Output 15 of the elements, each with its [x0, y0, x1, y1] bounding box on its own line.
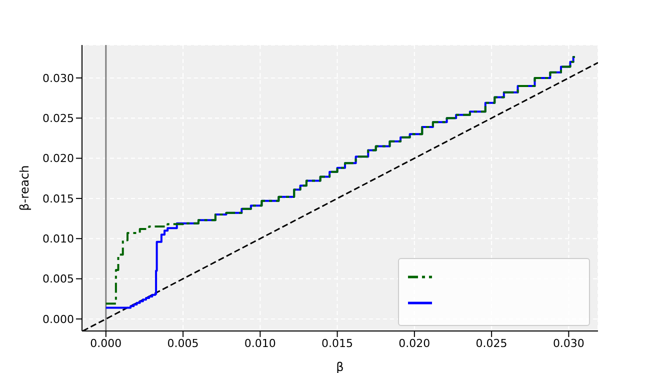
y-tick-label: 0.010 — [42, 232, 74, 246]
x-tick-label: 0.025 — [476, 336, 508, 350]
y-axis-title: β-reach — [17, 165, 32, 211]
y-tick-label: 0.015 — [42, 192, 74, 206]
x-tick-label: 0.030 — [552, 336, 584, 350]
y-tick-label: 0.000 — [42, 312, 74, 326]
x-tick-label: 0.020 — [398, 336, 430, 350]
y-tick-label: 0.025 — [42, 112, 74, 126]
x-tick-label: 0.010 — [244, 336, 276, 350]
y-tick-label: 0.030 — [42, 72, 74, 85]
x-tick-label: 0.000 — [90, 336, 122, 350]
y-tick-label: 0.005 — [42, 272, 74, 286]
x-tick-label: 0.005 — [167, 336, 199, 350]
y-tick-label: 0.020 — [42, 152, 74, 166]
x-tick-label: 0.015 — [322, 336, 354, 350]
